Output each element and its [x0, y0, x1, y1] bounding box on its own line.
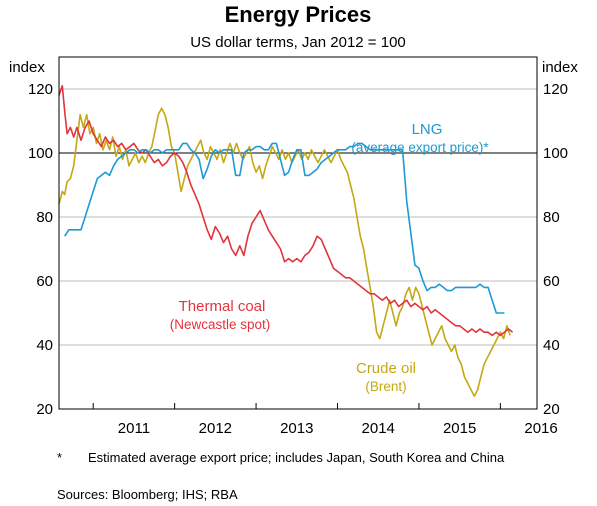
y-tick-label-left: 60 [36, 273, 53, 290]
lng-sublabel: (average export price)* [351, 140, 489, 155]
crude-oil-sublabel: (Brent) [365, 379, 406, 394]
thermal-coal-line [58, 85, 514, 337]
x-tick-label: 2011 [118, 420, 150, 437]
right-axis-unit: index [542, 59, 578, 76]
y-tick-label-right: 120 [543, 81, 568, 98]
plot-frame [58, 56, 538, 410]
crude-oil-line [58, 107, 511, 397]
lng-label: LNG [412, 121, 443, 138]
crude-oil-label: Crude oil [356, 360, 416, 377]
chart-title: Energy Prices [225, 2, 372, 27]
x-tick-label: 2016 [524, 420, 557, 437]
gridlines [59, 88, 537, 346]
chart-subtitle: US dollar terms, Jan 2012 = 100 [190, 34, 406, 51]
y-tick-label-left: 100 [28, 145, 53, 162]
y-tick-label-left: 80 [36, 209, 53, 226]
thermal-coal-sublabel: (Newcastle spot) [170, 317, 271, 332]
y-tick-label-right: 80 [543, 209, 560, 226]
series-lines [58, 85, 514, 397]
y-tick-label-left: 40 [36, 337, 53, 354]
x-axis-ticks: 2011 2012 2013 2014 2015 2016 [92, 403, 558, 437]
y-tick-label-right: 60 [543, 273, 560, 290]
y-tick-label-left: 20 [36, 401, 53, 418]
left-axis-unit: index [9, 59, 45, 76]
x-tick-label: 2015 [443, 420, 476, 437]
y-tick-label-left: 120 [28, 81, 53, 98]
y-tick-label-right: 100 [543, 145, 568, 162]
y-tick-label-right: 40 [543, 337, 560, 354]
y-tick-label-right: 20 [543, 401, 560, 418]
thermal-coal-label: Thermal coal [179, 298, 266, 315]
x-tick-label: 2013 [280, 420, 313, 437]
lng-line [64, 142, 505, 314]
x-tick-label: 2012 [199, 420, 232, 437]
footnote-text: Estimated average export price; includes… [88, 450, 505, 465]
y-axis-ticks: 20 20 40 40 60 60 80 80 100 100 120 120 [28, 81, 568, 418]
footnote-marker: * [57, 450, 63, 465]
x-tick-label: 2014 [362, 420, 395, 437]
sources-note: Sources: Bloomberg; IHS; RBA [57, 487, 238, 502]
